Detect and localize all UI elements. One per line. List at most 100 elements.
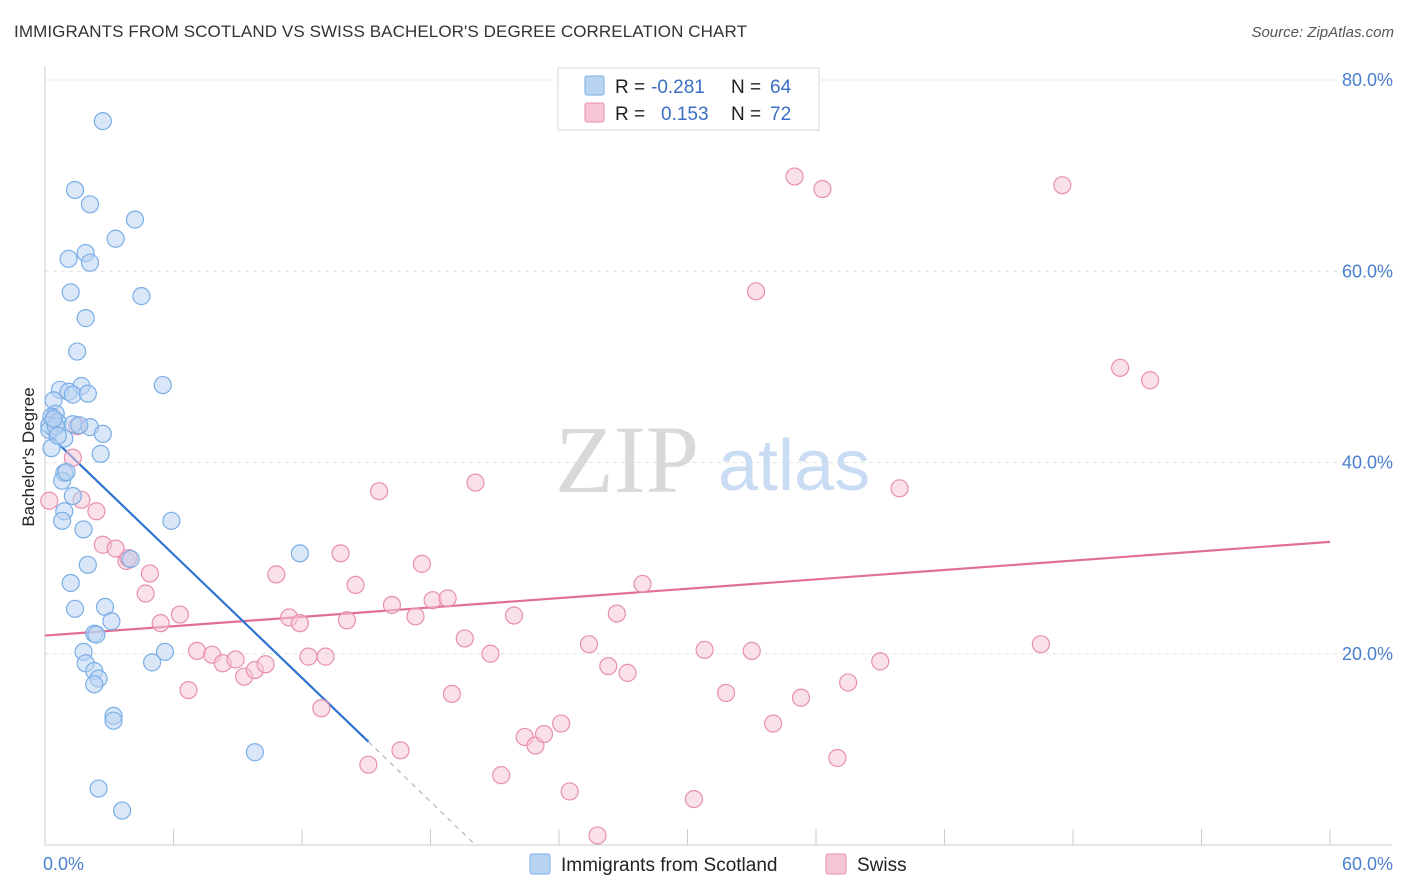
swiss-point bbox=[331, 544, 350, 563]
swiss-point bbox=[1111, 358, 1130, 377]
scotland-point bbox=[290, 544, 309, 563]
swiss-point bbox=[742, 641, 761, 660]
scotland-point bbox=[106, 229, 125, 248]
swiss-point bbox=[579, 635, 599, 654]
swiss-point bbox=[438, 589, 457, 608]
swiss-point bbox=[839, 673, 858, 692]
swiss-point bbox=[1053, 176, 1072, 195]
y-axis-label: Bachelor's Degree bbox=[19, 387, 38, 526]
scotland-point bbox=[70, 416, 89, 435]
scotland-point bbox=[48, 426, 67, 445]
swiss-point bbox=[256, 655, 275, 674]
watermark-atlas: atlas bbox=[718, 426, 870, 506]
legend-r-label-1: R = bbox=[615, 77, 645, 98]
legend-r-value-2: 0.153 bbox=[661, 104, 709, 125]
scotland-point bbox=[44, 409, 63, 428]
axes bbox=[44, 66, 1392, 846]
watermark-zip: ZIP bbox=[555, 406, 699, 513]
swiss-point bbox=[187, 641, 207, 660]
scotland-point bbox=[63, 486, 82, 506]
scotland-point bbox=[132, 287, 151, 306]
scotland-point bbox=[80, 253, 100, 272]
swiss-trend-line bbox=[44, 540, 1331, 637]
swiss-point bbox=[1031, 635, 1050, 654]
swiss-point bbox=[170, 605, 190, 624]
scotland-point bbox=[125, 210, 145, 229]
scotland-point bbox=[142, 653, 162, 672]
scotland-point bbox=[80, 195, 100, 214]
scotland-point bbox=[85, 675, 104, 694]
scotland-point bbox=[59, 249, 78, 268]
scotland-point bbox=[93, 112, 112, 131]
swiss-point bbox=[423, 591, 442, 610]
swiss-point bbox=[1140, 371, 1160, 390]
swiss-point bbox=[828, 748, 847, 768]
scotland-trend-line bbox=[44, 430, 370, 743]
scotland-point bbox=[87, 625, 106, 644]
scotland-point bbox=[93, 424, 112, 443]
swiss-point bbox=[346, 575, 365, 595]
bottom-legend-label-2: Swiss bbox=[857, 855, 907, 876]
scotland-point bbox=[121, 549, 140, 569]
swiss-point bbox=[359, 755, 378, 774]
legend-r-label-2: R = bbox=[615, 104, 645, 125]
grid-lines bbox=[45, 79, 1392, 655]
swiss-point bbox=[370, 482, 389, 501]
swiss-point bbox=[140, 564, 160, 583]
scotland-point bbox=[112, 801, 132, 820]
scotland-point bbox=[57, 462, 76, 482]
swiss-point bbox=[871, 652, 890, 671]
scotland-point bbox=[162, 511, 181, 530]
legend-n-label-2: N = bbox=[731, 104, 761, 125]
swiss-point bbox=[695, 640, 714, 660]
scotland-point bbox=[78, 384, 97, 403]
swiss-point bbox=[599, 657, 618, 676]
swiss-point bbox=[316, 647, 335, 666]
swiss-point bbox=[226, 650, 245, 669]
swiss-point bbox=[312, 699, 331, 718]
series-legend: Immigrants from Scotland Swiss bbox=[529, 853, 907, 876]
swiss-point bbox=[290, 614, 309, 633]
bottom-legend-label-1: Immigrants from Scotland bbox=[561, 855, 777, 876]
legend-n-value-1: 64 bbox=[770, 77, 792, 98]
swiss-point bbox=[466, 473, 485, 492]
y-tick-label: 60.0% bbox=[1342, 261, 1393, 281]
scotland-point bbox=[104, 711, 123, 730]
scotland-point bbox=[53, 511, 72, 530]
scotland-point bbox=[74, 520, 93, 539]
swiss-point bbox=[492, 766, 511, 785]
correlation-legend: R = -0.281 N = 64 R = 0.153 N = 72 bbox=[557, 67, 820, 131]
bottom-legend-swatch-blue bbox=[529, 853, 551, 875]
swiss-point bbox=[455, 629, 474, 648]
legend-swatch-pink bbox=[584, 102, 605, 123]
y-tick-label: 20.0% bbox=[1342, 644, 1393, 664]
x-tick-label: 60.0% bbox=[1342, 854, 1393, 874]
legend-r-value-1: -0.281 bbox=[651, 77, 705, 98]
scotland-point bbox=[61, 573, 80, 593]
scotland-point bbox=[91, 444, 110, 463]
swiss-point bbox=[151, 614, 170, 633]
legend-n-value-2: 72 bbox=[770, 104, 791, 125]
swiss-point bbox=[588, 826, 607, 845]
chart-title: IMMIGRANTS FROM SCOTLAND VS SWISS BACHEL… bbox=[14, 22, 748, 41]
data-points bbox=[40, 112, 1160, 845]
swiss-point bbox=[633, 574, 652, 594]
swiss-point bbox=[391, 741, 410, 760]
swiss-point bbox=[106, 539, 125, 558]
swiss-point bbox=[406, 607, 425, 626]
swiss-point bbox=[412, 554, 432, 573]
scotland-point bbox=[89, 779, 108, 798]
scotland-point bbox=[78, 555, 97, 574]
swiss-point bbox=[442, 684, 462, 704]
swiss-point bbox=[560, 782, 579, 801]
scotland-point bbox=[61, 283, 80, 302]
swiss-point bbox=[607, 604, 626, 623]
x-tick-label: 0.0% bbox=[43, 854, 84, 874]
scotland-point bbox=[153, 375, 172, 395]
swiss-point bbox=[618, 663, 637, 682]
swiss-point bbox=[746, 282, 766, 301]
swiss-point bbox=[267, 565, 286, 584]
scotland-point bbox=[65, 180, 85, 200]
trend-lines bbox=[44, 430, 1331, 846]
swiss-point bbox=[716, 683, 736, 703]
